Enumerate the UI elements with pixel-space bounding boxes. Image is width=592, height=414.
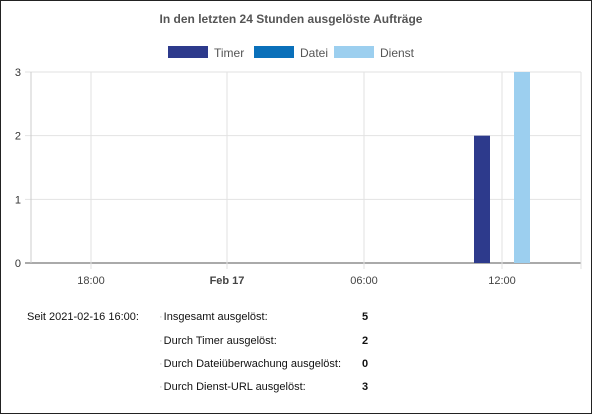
x-tick-label: 18:00 — [77, 275, 105, 287]
y-tick-label: 2 — [15, 131, 21, 143]
dot-icon: · — [159, 335, 163, 347]
bars — [474, 72, 530, 263]
y-tick-label: 1 — [15, 194, 21, 206]
legend-label: Dienst — [380, 46, 415, 60]
stats-value: 3 — [362, 381, 369, 393]
stats-row-timer: ·Durch Timer ausgelöst: 2 — [159, 335, 368, 347]
stats-label: Insgesamt ausgelöst: — [163, 311, 268, 323]
x-axis: 18:00 Feb 17 06:00 12:00 — [77, 275, 516, 287]
bar-dienst — [514, 72, 530, 263]
y-tick-label: 0 — [15, 258, 21, 270]
legend-swatch — [254, 46, 294, 58]
bar-timer — [474, 135, 490, 263]
stats-value: 5 — [362, 311, 369, 323]
stats-value: 0 — [362, 358, 369, 370]
stats-row-service: ·Durch Dienst-URL ausgelöst: 3 — [159, 381, 368, 393]
legend: Timer Datei Dienst — [168, 46, 415, 60]
stats-value: 2 — [362, 335, 369, 347]
y-tick-label: 3 — [15, 67, 21, 79]
dot-icon: · — [159, 311, 163, 323]
x-tick-label: 12:00 — [488, 275, 516, 287]
bar-chart: In den letzten 24 Stunden ausgelöste Auf… — [15, 12, 582, 287]
legend-swatch — [334, 46, 374, 58]
stats-label: Durch Dienst-URL ausgelöst: — [163, 381, 306, 393]
dot-icon: · — [159, 358, 163, 370]
x-tick-label: 06:00 — [350, 275, 378, 287]
grid — [25, 71, 582, 269]
stats-label: Durch Timer ausgelöst: — [163, 335, 277, 347]
stats-label: Durch Dateiüberwachung ausgelöst: — [163, 358, 341, 370]
legend-label: Datei — [300, 46, 328, 60]
x-tick-label: Feb 17 — [210, 275, 245, 287]
chart-title: In den letzten 24 Stunden ausgelöste Auf… — [160, 12, 423, 26]
stats-since-label: Seit 2021-02-16 16:00: — [27, 311, 139, 323]
stats-row-file: ·Durch Dateiüberwachung ausgelöst: 0 — [159, 358, 368, 370]
dot-icon: · — [159, 381, 163, 393]
legend-swatch — [168, 46, 208, 58]
stats-row-total: ·Insgesamt ausgelöst: 5 — [159, 311, 368, 323]
legend-label: Timer — [214, 46, 244, 60]
y-axis: 0 1 2 3 — [15, 67, 21, 270]
